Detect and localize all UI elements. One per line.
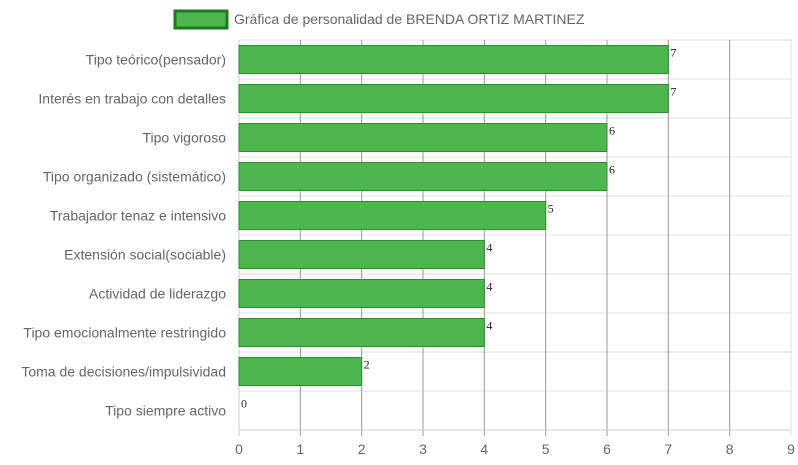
- category-labels: Tipo teórico(pensador) Interés en trabajo…: [21, 52, 226, 419]
- x-tick-label: 9: [787, 441, 795, 457]
- category-label: Tipo vigoroso: [142, 130, 226, 146]
- x-tick-label: 8: [726, 441, 734, 457]
- category-label: Interés en trabajo con detalles: [38, 91, 226, 107]
- bar[interactable]: [238, 318, 485, 347]
- category-label: Tipo emocionalmente restringido: [23, 325, 226, 341]
- data-label: 5: [548, 202, 554, 216]
- category-label: Actividad de liderazgo: [89, 286, 226, 302]
- bar[interactable]: [238, 279, 485, 308]
- bar[interactable]: [238, 45, 669, 74]
- category-label: Extensión social(sociable): [64, 247, 226, 263]
- x-tick-label: 4: [480, 441, 488, 457]
- bar[interactable]: [238, 357, 363, 386]
- bar[interactable]: [238, 162, 608, 191]
- category-label: Trabajador tenaz e intensivo: [50, 208, 226, 224]
- x-tick-label: 6: [603, 441, 611, 457]
- data-labels: 7 7 6 6 5 4 4 4 2 0: [241, 46, 676, 411]
- legend[interactable]: Gráfica de personalidad de BRENDA ORTIZ …: [173, 9, 585, 30]
- data-label: 7: [670, 85, 676, 99]
- bar[interactable]: [238, 240, 485, 269]
- data-label: 4: [486, 319, 492, 333]
- x-tick-label: 2: [358, 441, 366, 457]
- x-tick-labels: 0 1 2 3 4 5 6 7 8 9: [235, 441, 795, 457]
- data-label: 0: [241, 397, 247, 411]
- bars: [238, 45, 669, 386]
- bar[interactable]: [238, 201, 547, 230]
- x-tick-label: 0: [235, 441, 243, 457]
- category-label: Tipo siempre activo: [105, 403, 226, 419]
- legend-label[interactable]: Gráfica de personalidad de BRENDA ORTIZ …: [234, 11, 585, 27]
- category-label: Toma de decisiones/impulsividad: [21, 364, 226, 380]
- bar[interactable]: [238, 84, 669, 113]
- data-label: 6: [609, 163, 615, 177]
- x-tick-label: 7: [664, 441, 672, 457]
- category-label: Tipo organizado (sistemático): [43, 169, 226, 185]
- category-label: Tipo teórico(pensador): [86, 52, 226, 68]
- legend-swatch[interactable]: [173, 9, 229, 30]
- x-tick-label: 1: [296, 441, 304, 457]
- data-label: 7: [670, 46, 676, 60]
- data-label: 6: [609, 124, 615, 138]
- data-label: 4: [486, 241, 492, 255]
- x-tick-label: 3: [419, 441, 427, 457]
- data-label: 4: [486, 280, 492, 294]
- x-tick-label: 5: [542, 441, 550, 457]
- bar[interactable]: [238, 123, 608, 152]
- data-label: 2: [364, 358, 370, 372]
